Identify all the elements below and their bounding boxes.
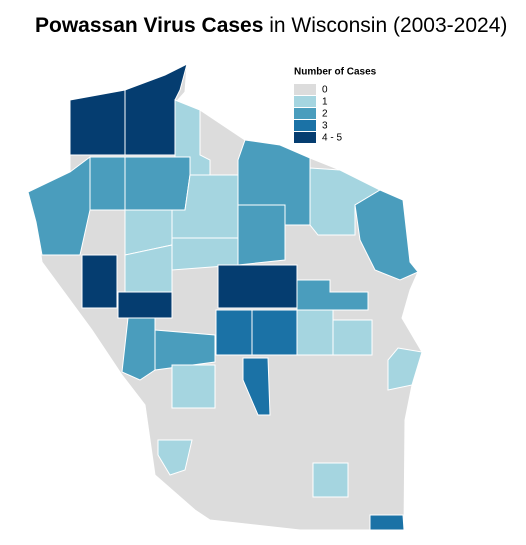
legend-swatch: [294, 96, 316, 107]
county: [354, 189, 419, 281]
legend-label: 4 - 5: [322, 133, 342, 144]
legend-label: 0: [322, 85, 328, 96]
county: [27, 156, 91, 256]
county: [296, 309, 334, 356]
county: [332, 319, 373, 356]
legend-swatch: [294, 108, 316, 119]
county: [251, 309, 298, 356]
county: [242, 357, 271, 416]
county: [124, 156, 191, 211]
county: [369, 514, 405, 531]
county: [387, 347, 423, 391]
legend-title: Number of Cases: [294, 67, 377, 78]
legend-label: 2: [322, 109, 328, 120]
county: [215, 309, 253, 356]
title-bold: Powassan Virus Cases: [35, 14, 264, 37]
county: [124, 63, 188, 156]
county: [154, 329, 216, 371]
map-title: Powassan Virus Cases in Wisconsin (2003-…: [35, 14, 507, 38]
county: [237, 204, 286, 266]
legend-swatch: [294, 132, 316, 143]
county: [89, 156, 126, 211]
county: [309, 167, 382, 236]
county: [117, 291, 173, 319]
county: [69, 89, 126, 156]
county: [157, 439, 193, 476]
title-rest: in Wisconsin (2003-2024): [269, 14, 508, 37]
county: [121, 317, 156, 381]
legend-label: 3: [322, 121, 328, 132]
county: [171, 364, 216, 409]
county: [312, 462, 349, 498]
legend-swatch: [294, 84, 316, 95]
legend-swatch: [294, 120, 316, 131]
county: [217, 264, 298, 309]
legend-label: 1: [322, 97, 328, 108]
county: [81, 254, 118, 309]
